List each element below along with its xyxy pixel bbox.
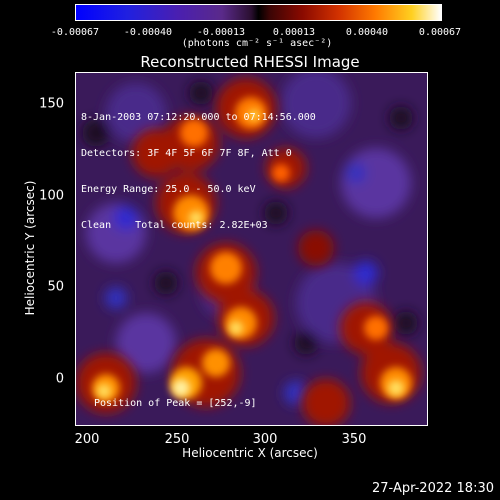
colorbar-units: (photons cm⁻² s⁻¹ asec⁻²) [181,38,333,49]
colorbar [75,4,442,21]
x-tick-label: 300 [252,432,278,447]
info-detectors: Detectors: 3F 4F 5F 6F 7F 8F, Att 0 [81,148,292,159]
colorbar-tick: 0.00067 [418,27,462,38]
y-tick-label: 0 [55,371,64,387]
x-tick-label: 250 [164,432,190,447]
generation-timestamp: 27-Apr-2022 18:30 [372,481,494,496]
colorbar-tick: 0.00013 [272,27,316,38]
colorbar-tick: -0.00013 [196,27,246,38]
x-tick-label: 350 [341,432,367,447]
colorbar-tick: -0.00040 [123,27,173,38]
y-tick-label: 100 [39,188,64,204]
observation-info: 8-Jan-2003 07:12:20.000 to 07:14:56.000 … [81,88,316,244]
y-axis-label: Heliocentric Y (arcsec) [23,180,37,316]
x-tick-label: 200 [74,432,100,447]
peak-position-label: Position of Peak = [252,-9] [94,398,257,409]
colorbar-tick: 0.00040 [345,27,389,38]
y-tick-label: 50 [47,279,64,295]
info-time-range: 8-Jan-2003 07:12:20.000 to 07:14:56.000 [81,112,316,123]
image-title: Reconstructed RHESSI Image [140,53,360,71]
x-axis-label: Heliocentric X (arcsec) [182,446,318,460]
info-energy-range: Energy Range: 25.0 - 50.0 keV [81,184,256,195]
emission-sources-core [97,109,404,398]
colorbar-tick: -0.00067 [50,27,100,38]
image-canvas [76,73,427,425]
rhessi-image-plot[interactable] [75,72,428,426]
info-clean-counts: Clean Total counts: 2.82E+03 [81,220,268,231]
y-tick-label: 150 [39,96,64,112]
